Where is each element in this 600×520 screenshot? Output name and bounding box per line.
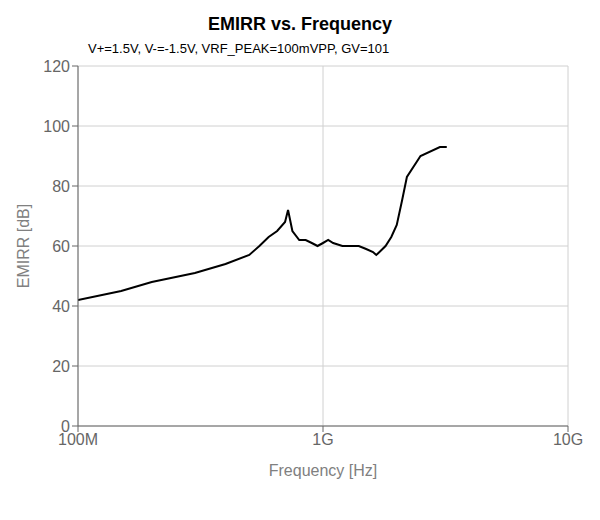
svg-text:1G: 1G <box>312 431 333 448</box>
svg-text:80: 80 <box>52 178 70 195</box>
svg-text:100M: 100M <box>58 431 98 449</box>
svg-text:0: 0 <box>61 418 70 435</box>
svg-text:EMIRR [dB]: EMIRR [dB] <box>15 204 32 288</box>
svg-text:40: 40 <box>52 298 70 315</box>
svg-text:Frequency [Hz]: Frequency [Hz] <box>269 462 377 479</box>
svg-text:10G: 10G <box>553 431 583 448</box>
svg-text:20: 20 <box>52 358 70 375</box>
svg-text:60: 60 <box>52 238 70 255</box>
html-text:EMIRR vs. Frequency: EMIRR vs. Frequency <box>208 14 392 34</box>
svg-text:100: 100 <box>43 118 70 135</box>
html-text:V+=1.5V, V-=-1.5V, VRF_PEAK=10: V+=1.5V, V-=-1.5V, VRF_PEAK=100mVPP, GV=… <box>88 41 390 56</box>
svg-text:120: 120 <box>43 58 70 75</box>
